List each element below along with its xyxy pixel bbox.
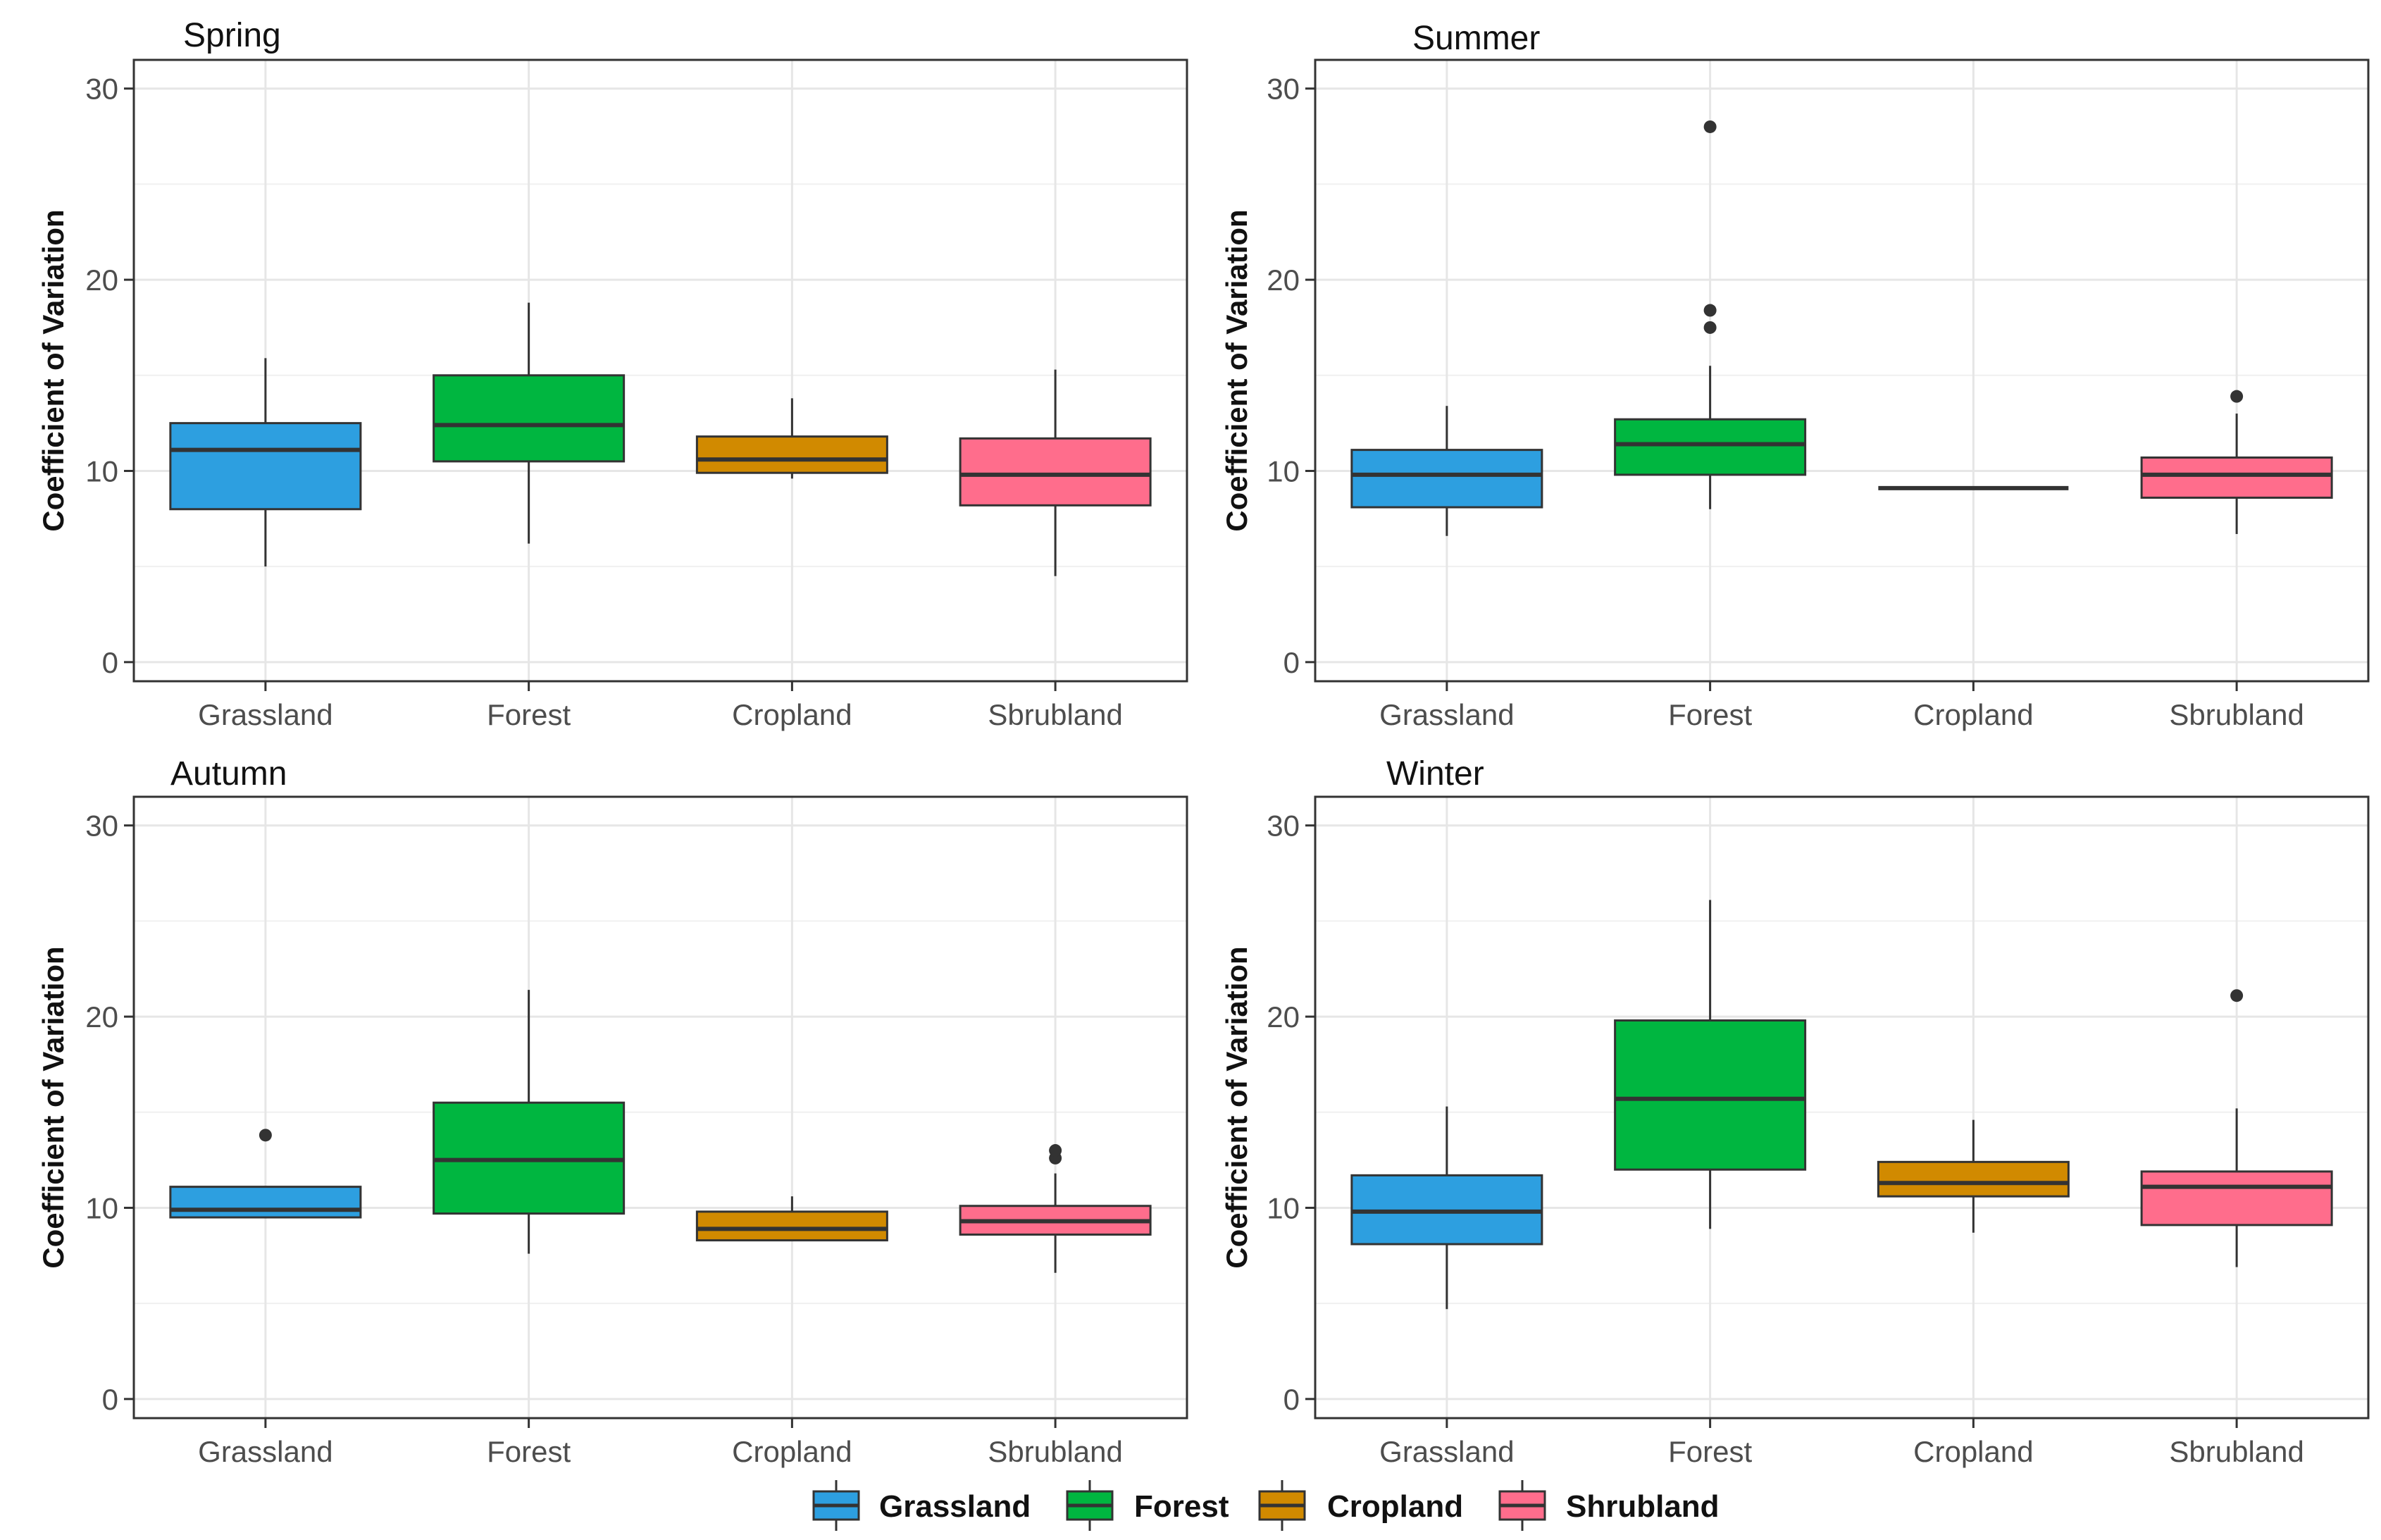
panel-background	[1315, 60, 2368, 681]
legend: Grassland Forest Cropland Shrubland	[812, 1480, 1720, 1531]
y-tick-label: 20	[85, 1000, 118, 1033]
y-tick-label: 30	[85, 809, 118, 843]
box-cropland	[695, 1196, 888, 1242]
legend-item-grassland: Grassland	[812, 1480, 1031, 1531]
panel-border	[1314, 795, 2370, 1420]
panel-winter: 0 10 20 30 Grassland Forest Cropland Sbrubland W…	[1220, 755, 2370, 1468]
box-grassland	[169, 1129, 362, 1219]
y-tick-label: 30	[1267, 73, 1300, 106]
panel-background	[134, 60, 1187, 681]
box-cropland	[695, 398, 888, 479]
legend-label: Forest	[1134, 1489, 1229, 1524]
box-forest	[1614, 900, 1807, 1229]
panel-border	[132, 58, 1188, 683]
box-cropland	[1877, 1119, 2070, 1233]
y-tick-label: 20	[1267, 1000, 1300, 1033]
y-tick-label: 10	[85, 1191, 118, 1224]
panel-spring: 0 10 20 30 Grassland Forest Cropland Sbrubland S…	[37, 17, 1188, 731]
box-sbrubland	[2140, 989, 2333, 1267]
iqr-box	[695, 435, 888, 474]
x-tick-label: Forest	[1668, 698, 1752, 731]
box-grassland	[169, 358, 362, 567]
legend-label: Grassland	[879, 1489, 1031, 1524]
panels: 0 10 20 30 Grassland Forest Cropland Sbrubland S…	[37, 17, 2370, 1468]
iqr-box	[2140, 1170, 2333, 1227]
panel-border	[1314, 58, 2370, 683]
box-grassland	[1350, 1106, 1543, 1310]
x-tick-label: Cropland	[732, 1435, 852, 1468]
x-tick-label: Grassland	[198, 1435, 332, 1468]
x-tick-label: Sbrubland	[2169, 698, 2304, 731]
x-tick-label: Grassland	[198, 698, 332, 731]
y-tick-label: 30	[1267, 809, 1300, 843]
x-tick-label: Cropland	[1913, 1435, 2033, 1468]
panel-title: Summer	[1412, 20, 1540, 57]
legend-item-shrubland: Shrubland	[1498, 1480, 1720, 1531]
x-tick-label: Grassland	[1379, 698, 1514, 731]
iqr-box	[1614, 1019, 1807, 1171]
y-tick-label: 10	[85, 454, 118, 488]
outlier-point	[1049, 1144, 1062, 1157]
legend-item-forest: Forest	[1066, 1480, 1229, 1531]
iqr-box	[1350, 449, 1543, 509]
outlier-point	[1703, 304, 1717, 317]
y-tick-label: 10	[1267, 454, 1300, 488]
box-sbrubland	[2140, 390, 2333, 535]
iqr-box	[959, 437, 1152, 507]
legend-item-cropland: Cropland	[1258, 1480, 1463, 1531]
box-sbrubland	[959, 369, 1152, 576]
legend-label: Shrubland	[1566, 1489, 1720, 1524]
legend-label: Cropland	[1327, 1489, 1463, 1524]
y-axis-title: Coefficient of Variation	[1220, 946, 1253, 1268]
y-tick-label: 20	[85, 263, 118, 297]
box-forest	[433, 302, 626, 544]
x-tick-label: Sbrubland	[988, 1435, 1122, 1468]
y-tick-label: 0	[102, 1383, 118, 1416]
iqr-box	[433, 374, 626, 463]
iqr-box	[1877, 1160, 2070, 1198]
box-grassland	[1350, 406, 1543, 536]
y-axis-title: Coefficient of Variation	[37, 946, 70, 1268]
iqr-box	[1614, 418, 1807, 476]
outlier-point	[2230, 989, 2244, 1002]
x-tick-label: Sbrubland	[988, 698, 1122, 731]
outlier-point	[259, 1129, 272, 1142]
y-tick-label: 20	[1267, 263, 1300, 297]
iqr-box	[169, 1186, 362, 1219]
y-tick-label: 0	[1283, 1383, 1300, 1416]
y-tick-label: 0	[1283, 646, 1300, 679]
iqr-box	[2140, 456, 2333, 499]
panel-title: Spring	[183, 17, 281, 54]
y-tick-label: 30	[85, 73, 118, 106]
iqr-box	[169, 422, 362, 511]
x-tick-label: Sbrubland	[2169, 1435, 2304, 1468]
y-tick-label: 0	[102, 646, 118, 679]
x-tick-label: Forest	[487, 1435, 571, 1468]
iqr-box	[695, 1210, 888, 1242]
x-tick-label: Cropland	[1913, 698, 2033, 731]
panel-title: Autumn	[170, 755, 287, 793]
outlier-point	[1703, 321, 1717, 334]
panel-background	[134, 797, 1187, 1418]
y-tick-label: 10	[1267, 1191, 1300, 1224]
outlier-point	[2230, 390, 2244, 403]
panel-summer: 0 10 20 30 Grassland Forest Cropland Sbrubland S…	[1220, 20, 2370, 731]
outlier-point	[1703, 120, 1717, 133]
panel-title: Winter	[1386, 755, 1484, 793]
panel-background	[1315, 797, 2368, 1418]
y-axis-title: Coefficient of Variation	[37, 209, 70, 531]
x-tick-label: Forest	[487, 698, 571, 731]
box-forest	[1614, 120, 1807, 509]
box-sbrubland	[959, 1144, 1152, 1273]
panel-autumn: 0 10 20 30 Grassland Forest Cropland Sbrubland A…	[37, 755, 1188, 1468]
x-tick-label: Grassland	[1379, 1435, 1514, 1468]
panel-border	[132, 795, 1188, 1420]
x-tick-label: Cropland	[732, 698, 852, 731]
x-tick-label: Forest	[1668, 1435, 1752, 1468]
box-forest	[433, 990, 626, 1254]
y-axis-title: Coefficient of Variation	[1220, 209, 1253, 531]
